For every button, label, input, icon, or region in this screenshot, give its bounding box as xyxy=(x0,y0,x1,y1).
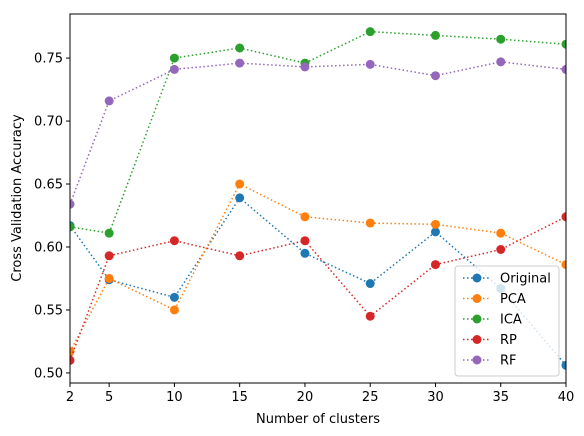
data-point xyxy=(169,64,179,74)
data-point xyxy=(365,311,375,321)
data-point xyxy=(104,251,114,261)
data-point xyxy=(430,71,440,81)
legend-marker xyxy=(472,314,482,324)
data-point xyxy=(561,39,566,49)
data-point xyxy=(430,219,440,229)
series-line xyxy=(70,30,566,234)
legend-label: RP xyxy=(500,333,517,348)
series-rp xyxy=(70,212,566,365)
legend-marker xyxy=(472,294,482,303)
legend-label: PCA xyxy=(500,292,526,307)
data-point xyxy=(104,228,114,238)
y-tick-label: 0.60 xyxy=(34,240,63,255)
x-tick-label: 15 xyxy=(231,390,248,405)
data-point xyxy=(300,236,310,246)
data-point xyxy=(70,347,75,357)
x-tick-label: 5 xyxy=(105,390,113,405)
data-point xyxy=(235,251,245,261)
data-point xyxy=(430,260,440,270)
legend-label: RF xyxy=(500,354,517,369)
data-point xyxy=(104,96,114,106)
legend-item-rp: RP xyxy=(463,333,517,348)
y-tick-label: 0.70 xyxy=(34,115,63,130)
plot-frame xyxy=(69,13,567,384)
data-point xyxy=(496,228,506,238)
data-point xyxy=(561,360,566,370)
series-line xyxy=(70,196,566,366)
legend-item-rf: RF xyxy=(463,354,517,369)
x-axis-label: Number of clusters xyxy=(256,412,380,427)
legend-item-original: Original xyxy=(463,272,551,287)
data-point xyxy=(235,193,245,203)
series-rf xyxy=(70,57,566,209)
legend-item-pca: PCA xyxy=(463,292,526,307)
series-line xyxy=(70,61,566,205)
data-point xyxy=(235,179,245,189)
series-line xyxy=(70,183,566,352)
data-point xyxy=(496,245,506,255)
x-tick-label: 2 xyxy=(66,390,74,405)
data-point xyxy=(365,279,375,289)
x-tick-label: 20 xyxy=(297,390,314,405)
x-tick-label: 25 xyxy=(362,390,379,405)
data-point xyxy=(561,212,566,222)
y-axis: 0.50 0.55 0.60 0.65 0.70 0.75 xyxy=(34,52,70,381)
data-point xyxy=(104,273,114,283)
y-tick-label: 0.75 xyxy=(34,52,63,67)
data-point xyxy=(169,305,179,315)
data-point xyxy=(70,222,75,232)
data-point xyxy=(70,199,75,209)
legend-box xyxy=(454,265,560,377)
series-ica xyxy=(70,27,566,238)
y-tick-label: 0.50 xyxy=(34,366,63,381)
x-tick-label: 35 xyxy=(492,390,509,405)
data-point xyxy=(496,57,506,67)
data-point xyxy=(300,212,310,222)
legend-label: ICA xyxy=(500,313,522,328)
data-point xyxy=(365,27,375,37)
data-point xyxy=(235,43,245,53)
data-point xyxy=(365,218,375,228)
data-point xyxy=(300,248,310,258)
x-tick-label: 40 xyxy=(558,390,575,405)
series-pca xyxy=(70,179,566,357)
data-point xyxy=(561,260,566,270)
legend-marker xyxy=(472,273,482,283)
data-point xyxy=(561,64,566,74)
x-tick-label: 10 xyxy=(166,390,183,405)
x-axis: 2 5 10 15 20 25 30 35 40 xyxy=(66,383,574,405)
y-tick-label: 0.65 xyxy=(34,178,63,193)
data-point xyxy=(365,59,375,69)
data-point xyxy=(70,355,75,365)
y-axis-label: Cross Validation Accuracy xyxy=(10,114,25,282)
data-point xyxy=(300,62,310,72)
legend-item-ica: ICA xyxy=(463,313,522,328)
x-tick-label: 30 xyxy=(427,390,444,405)
legend-marker xyxy=(472,355,482,365)
data-point xyxy=(235,58,245,68)
y-tick-label: 0.55 xyxy=(34,303,63,318)
data-point xyxy=(169,53,179,63)
legend: Original PCA ICA RP RF xyxy=(454,265,560,377)
legend-label: Original xyxy=(500,272,551,287)
legend-marker xyxy=(472,335,482,344)
data-point xyxy=(169,292,179,302)
data-point xyxy=(496,34,506,44)
data-point xyxy=(430,30,440,40)
data-point xyxy=(169,236,179,246)
data-point xyxy=(430,227,440,237)
